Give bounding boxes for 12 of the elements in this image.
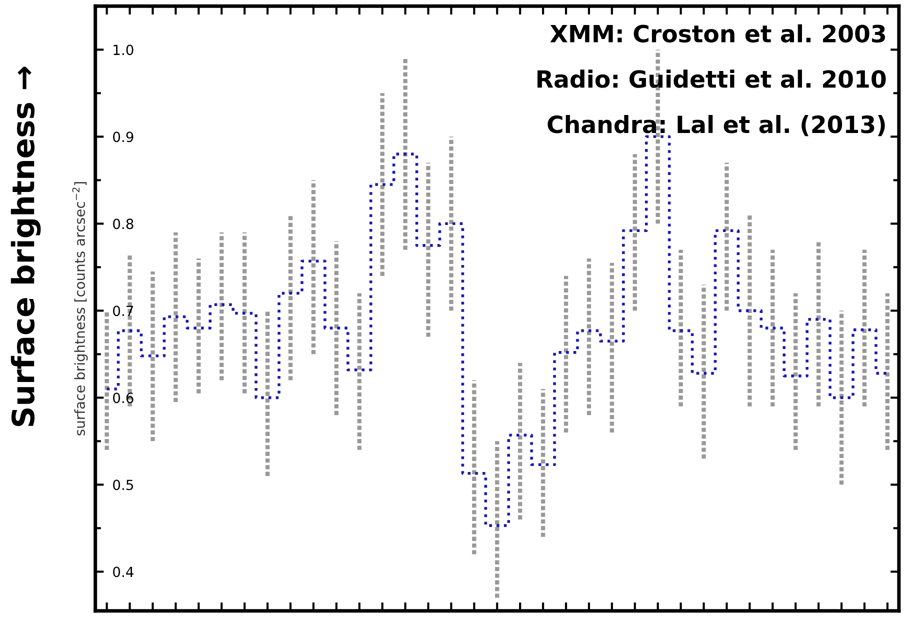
y-tick-label: 0.5: [113, 480, 134, 490]
y-axis-title: surface brightness [counts arcsec$^{−2}$]: [72, 182, 88, 436]
annotation: XMM: Croston et al. 2003: [550, 24, 885, 43]
annotation: Radio: Guidetti et al. 2010: [538, 70, 886, 88]
y-tick-label: 0.7: [113, 306, 134, 316]
annotation: Chandra: Lal et al. (2013): [548, 115, 885, 136]
y-tick-label: 1.0: [114, 44, 134, 56]
text: Surface brightness →: [10, 66, 41, 426]
y-tick-label: 0.4: [113, 566, 134, 578]
y-tick-label: 0.6: [113, 392, 134, 404]
y-tick-label: 0.9: [113, 132, 134, 142]
y-tick-label: 0.8: [113, 218, 134, 230]
